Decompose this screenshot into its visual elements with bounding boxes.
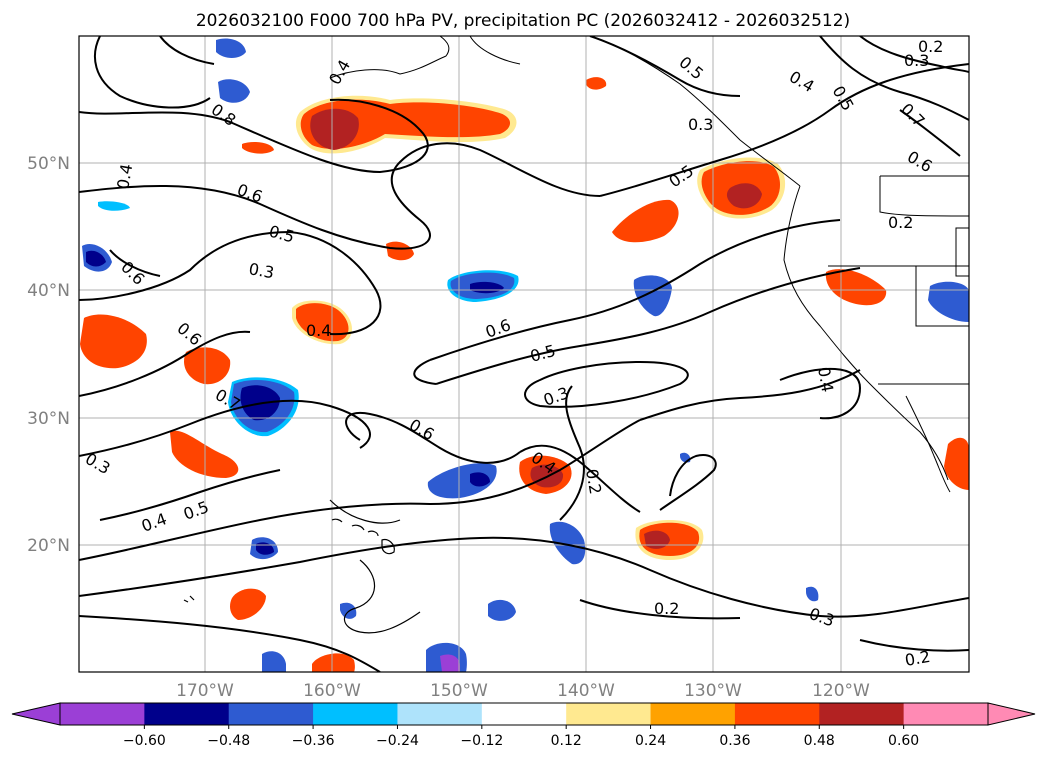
precip-region xyxy=(440,654,460,672)
precip-region xyxy=(427,463,497,499)
precip-region xyxy=(86,250,106,267)
map-border xyxy=(78,35,970,673)
precip-region xyxy=(262,651,286,672)
precip-region xyxy=(242,142,274,154)
colorbar-tick-label: 0.24 xyxy=(635,733,666,749)
colorbar-segment xyxy=(819,703,905,725)
colorbar-border xyxy=(59,702,989,726)
precip-region xyxy=(218,79,250,103)
map-panel: 0.8 0.6 0.5 0.3 0.4 0.6 0.6 0.4 0.7 0.3 … xyxy=(79,36,969,672)
lat-tick-label: 30°N xyxy=(27,409,70,429)
pv-contours-thin xyxy=(329,499,421,634)
colorbar-segment xyxy=(228,703,314,725)
coastlines xyxy=(329,36,969,493)
contour-label: 0.2 xyxy=(654,599,679,618)
contour-label: 0.2 xyxy=(903,647,931,670)
precip-region xyxy=(256,542,274,555)
contour-label: 0.3 xyxy=(247,259,275,282)
precip-region xyxy=(928,281,969,322)
lon-tick-label: 130°W xyxy=(684,681,742,701)
colorbar-tick-label: 0.12 xyxy=(551,733,582,749)
contour-label: 0.4 xyxy=(306,321,331,340)
colorbar: −0.60 −0.48 −0.36 −0.24 −0.12 0.12 0.24 0.36 0.4… xyxy=(11,702,1036,749)
colorbar-tick-label: 0.36 xyxy=(719,733,750,749)
precip-region xyxy=(470,472,490,487)
colorbar-tick-label: −0.48 xyxy=(207,733,250,749)
islands xyxy=(183,518,395,603)
precip-region xyxy=(806,586,819,602)
colorbar-segment xyxy=(903,703,989,725)
colorbar-segment xyxy=(60,703,145,725)
contour-label: 0.3 xyxy=(688,115,713,134)
contour-label: 0.2 xyxy=(918,37,943,56)
colorbar-segment xyxy=(734,703,820,725)
colorbar-tick-label: −0.60 xyxy=(123,733,166,749)
colorbar-tick-label: −0.12 xyxy=(460,733,503,749)
colorbar-tick-label: −0.24 xyxy=(376,733,419,749)
precip-region xyxy=(80,314,147,369)
contour-label: 0.3 xyxy=(904,51,929,70)
lat-ticks: 50°N 40°N 30°N 20°N xyxy=(27,154,70,556)
precip-region xyxy=(184,347,231,385)
colorbar-tick-label: 0.48 xyxy=(804,733,835,749)
contour-label: 0.4 xyxy=(814,365,837,393)
precip-region xyxy=(612,199,679,243)
lon-tick-label: 160°W xyxy=(303,681,361,701)
precip-region xyxy=(944,437,969,490)
map-title: 2026032100 F000 700 hPa PV, precipitatio… xyxy=(196,11,850,31)
contour-label: 0.2 xyxy=(582,467,605,495)
colorbar-tick-label: 0.60 xyxy=(888,733,919,749)
precip-region xyxy=(549,521,586,565)
lon-tick-label: 150°W xyxy=(430,681,488,701)
colorbar-segment xyxy=(566,703,652,725)
colorbar-tick-label: −0.36 xyxy=(292,733,335,749)
colorbar-segment xyxy=(313,703,398,725)
lat-tick-label: 20°N xyxy=(27,536,70,556)
precip-region xyxy=(310,108,359,150)
lon-tick-label: 120°W xyxy=(812,681,870,701)
pv-contours xyxy=(79,36,969,672)
precip-region xyxy=(98,201,130,211)
precip-positive-regions xyxy=(80,77,969,672)
precip-region xyxy=(216,38,246,58)
lon-tick-label: 170°W xyxy=(176,681,234,701)
contour-label: 0.2 xyxy=(888,213,913,232)
precip-region xyxy=(644,530,670,549)
contour-label: 0.4 xyxy=(113,162,136,190)
precip-region xyxy=(296,303,349,342)
lon-ticks: 170°W 160°W 150°W 140°W 130°W 120°W xyxy=(176,681,870,701)
colorbar-segment xyxy=(397,703,483,725)
colorbar-segment xyxy=(481,703,567,725)
lat-tick-label: 50°N xyxy=(27,154,70,174)
colorbar-segment xyxy=(650,703,736,725)
lon-tick-label: 140°W xyxy=(557,681,615,701)
lat-tick-label: 40°N xyxy=(27,281,70,301)
precip-region xyxy=(230,588,266,620)
precip-region xyxy=(170,430,239,478)
precip-region xyxy=(726,183,762,209)
precip-region xyxy=(312,653,355,672)
colorbar-extend-min xyxy=(11,702,61,726)
colorbar-extend-max xyxy=(987,702,1036,726)
precip-region xyxy=(386,241,414,261)
precip-region xyxy=(340,602,357,619)
precip-region xyxy=(586,77,607,90)
colorbar-segment xyxy=(144,703,230,725)
precip-region xyxy=(488,599,516,621)
